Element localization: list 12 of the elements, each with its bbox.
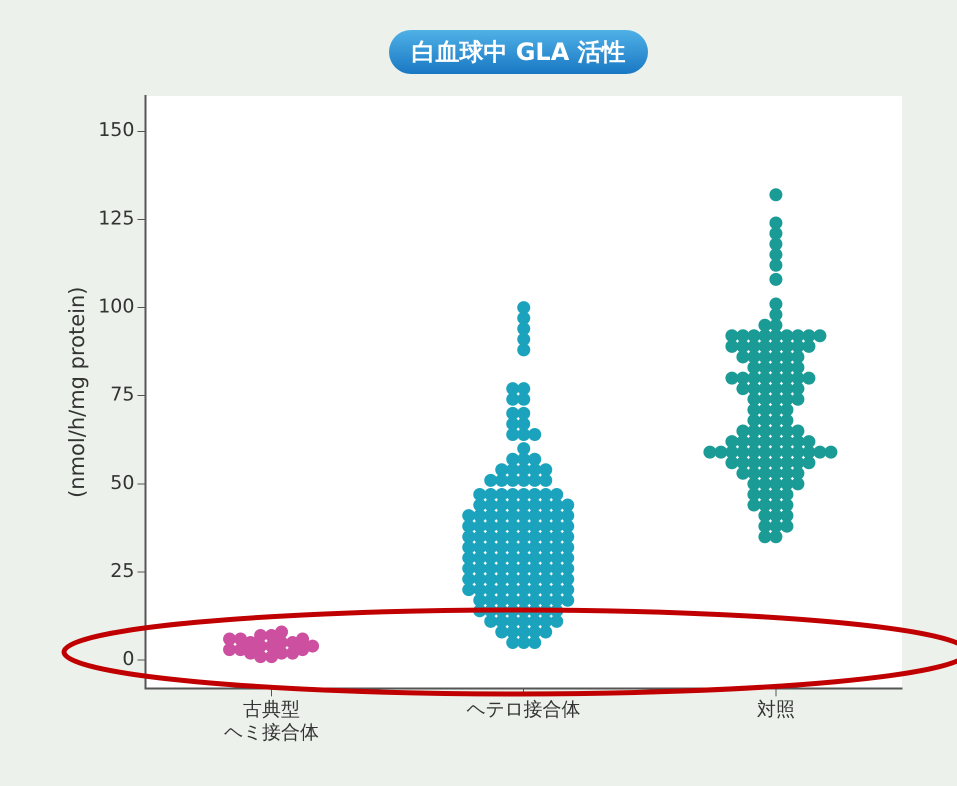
x-tick-label: 古典型ヘミ接合体 bbox=[224, 698, 320, 744]
y-axis-title: (nmol/h/mg protein) bbox=[65, 286, 90, 498]
y-tick-label: 150 bbox=[98, 119, 134, 142]
y-tick-label: 125 bbox=[98, 207, 134, 230]
x-tick-label: ヘテロ接合体 bbox=[466, 698, 581, 721]
y-tick-label: 0 bbox=[122, 648, 134, 670]
y-tick-label: 25 bbox=[110, 560, 134, 582]
y-tick-label: 75 bbox=[110, 384, 134, 406]
y-tick-label: 50 bbox=[110, 472, 134, 494]
chart-title: 白血球中 GLA 活性 bbox=[389, 30, 648, 74]
x-tick-label: 対照 bbox=[756, 698, 795, 721]
y-tick-label: 100 bbox=[98, 296, 134, 318]
